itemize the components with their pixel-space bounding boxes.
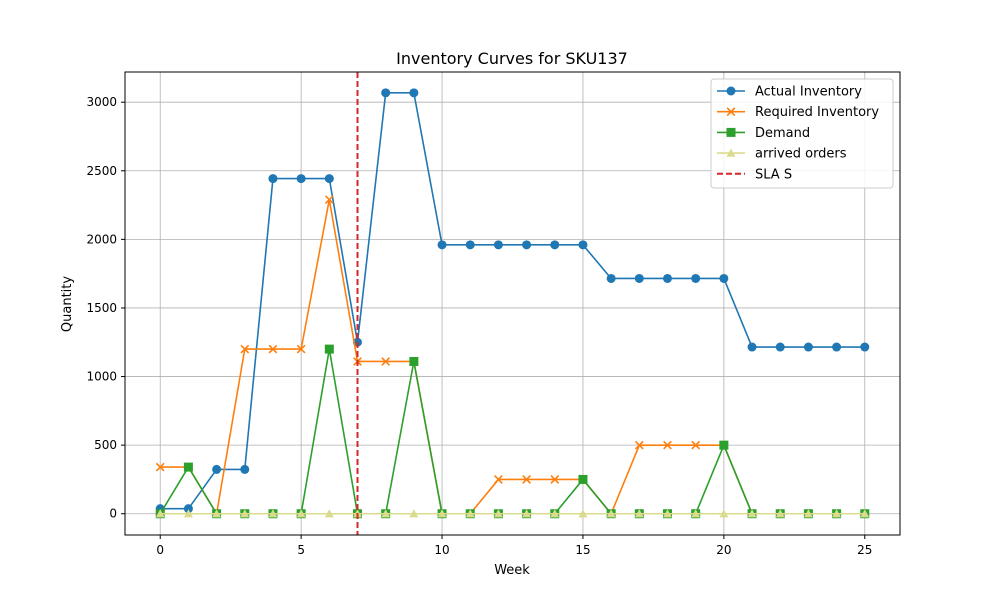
data-point — [663, 509, 672, 518]
data-point — [747, 342, 757, 352]
data-point — [522, 509, 532, 518]
data-point — [634, 509, 644, 518]
data-point — [296, 174, 306, 184]
y-tick-label: 500 — [94, 438, 117, 452]
data-point — [437, 240, 447, 250]
axes-frame — [124, 71, 901, 536]
x-axis-label: Week — [494, 563, 530, 578]
legend-label: Demand — [755, 126, 810, 141]
data-point — [775, 509, 785, 518]
data-point — [719, 509, 729, 518]
legend-box — [710, 78, 894, 189]
data-point — [296, 344, 306, 354]
data-point — [493, 240, 503, 250]
data-point — [240, 464, 250, 474]
plot-area — [155, 72, 870, 535]
data-point — [606, 273, 616, 283]
data-point — [832, 342, 842, 352]
legend-marker — [726, 107, 736, 117]
data-point — [606, 509, 616, 518]
data-point — [324, 174, 334, 184]
y-tick-label: 3000 — [86, 95, 117, 109]
y-tick-label: 1500 — [86, 301, 117, 315]
data-point — [663, 273, 672, 283]
data-point — [183, 504, 193, 514]
series-line — [160, 92, 865, 510]
data-point — [183, 462, 193, 472]
data-point — [381, 509, 391, 518]
x-tick-label: 15 — [575, 543, 590, 557]
data-point — [860, 342, 870, 352]
y-tick-label: 2500 — [86, 164, 117, 178]
data-point — [550, 240, 560, 250]
data-point — [268, 509, 278, 518]
data-point — [522, 475, 531, 484]
data-point — [409, 88, 419, 98]
y-tick-label: 0 — [109, 507, 117, 521]
legend-marker — [726, 127, 736, 137]
legend: Actual Inventory Required Inventory Demand… — [710, 78, 894, 189]
y-tick-label: 1000 — [86, 370, 117, 384]
legend-label: Required Inventory — [755, 105, 879, 120]
legend-label: SLA S — [755, 167, 792, 182]
legend-label: Actual Inventory — [755, 85, 862, 100]
data-point — [550, 475, 560, 484]
x-tick-label: 25 — [857, 543, 872, 557]
data-point — [522, 240, 532, 250]
y-tick-label: 2000 — [86, 232, 117, 246]
data-point — [155, 462, 165, 472]
data-point — [634, 440, 644, 450]
legend-label: arrived orders — [755, 147, 847, 162]
x-tick-label: 20 — [716, 543, 731, 557]
data-point — [381, 357, 391, 366]
data-point — [634, 273, 644, 283]
data-point — [494, 475, 503, 484]
legend-marker — [726, 148, 736, 157]
data-point — [578, 509, 588, 518]
data-point — [775, 342, 785, 352]
data-point — [212, 464, 222, 474]
x-tick-label: 10 — [434, 543, 449, 557]
data-point — [381, 88, 391, 98]
data-point — [719, 440, 729, 450]
x-tick-label: 5 — [297, 543, 305, 557]
data-point — [212, 509, 222, 518]
data-point — [409, 509, 419, 518]
data-point — [324, 195, 334, 204]
data-point — [803, 509, 813, 518]
data-point — [437, 509, 447, 518]
data-point — [240, 509, 250, 518]
data-point — [465, 509, 475, 518]
data-point — [268, 174, 278, 184]
data-point — [860, 509, 870, 518]
data-point — [296, 509, 306, 518]
data-point — [493, 509, 503, 518]
data-point — [409, 356, 419, 366]
data-point — [663, 440, 672, 450]
data-point — [691, 440, 701, 450]
data-point — [550, 509, 560, 518]
data-point — [578, 474, 588, 484]
data-point — [268, 344, 278, 354]
data-point — [240, 344, 250, 354]
data-point — [324, 344, 334, 354]
data-point — [324, 509, 334, 518]
data-point — [803, 342, 813, 352]
data-point — [747, 509, 757, 518]
y-axis-label: Quantity — [60, 276, 75, 332]
data-point — [578, 240, 588, 250]
data-point — [719, 273, 729, 283]
data-point — [465, 240, 475, 250]
y-axis: 0 500 1000 1500 2000 2500 3000 — [86, 95, 125, 521]
legend-marker — [726, 86, 736, 96]
chart-title: Inventory Curves for SKU137 — [396, 49, 628, 68]
x-tick-label: 0 — [156, 543, 164, 557]
data-point — [691, 273, 701, 283]
x-axis: 0 5 10 15 20 25 — [156, 535, 872, 557]
data-point — [183, 509, 193, 518]
data-point — [691, 509, 701, 518]
data-point — [832, 509, 842, 518]
data-point — [155, 509, 165, 518]
